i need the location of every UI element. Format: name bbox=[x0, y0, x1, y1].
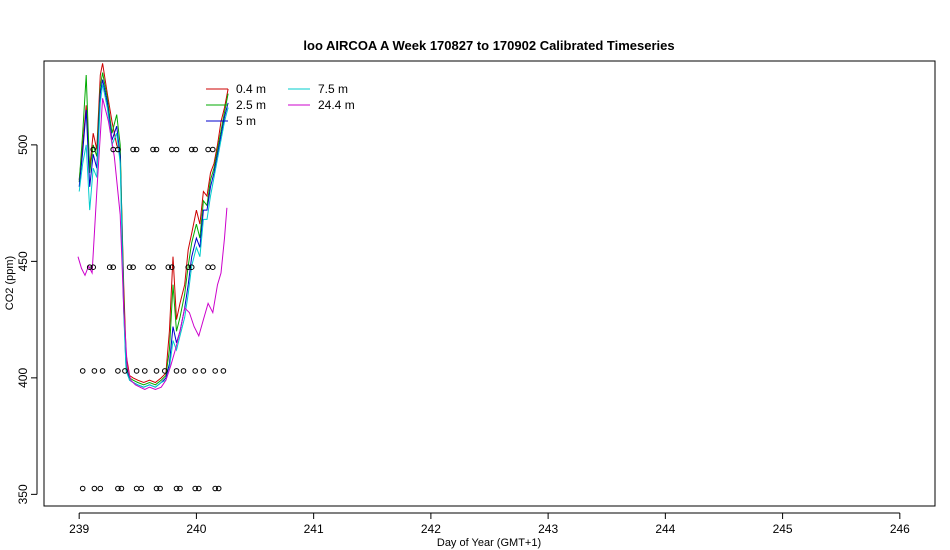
reference-point bbox=[91, 485, 98, 492]
reference-point bbox=[173, 485, 180, 492]
reference-point bbox=[145, 264, 152, 271]
legend: 0.4 m 2.5 m 5 m 7.5 m 24.4 m bbox=[206, 82, 355, 128]
reference-point bbox=[153, 146, 160, 153]
reference-point bbox=[90, 146, 96, 153]
reference-point bbox=[205, 146, 211, 153]
series-line-4 bbox=[77, 98, 228, 391]
reference-point bbox=[188, 264, 195, 271]
reference-point bbox=[130, 264, 136, 271]
x-tick-label: 245 bbox=[773, 522, 793, 536]
reference-point bbox=[142, 368, 148, 374]
reference-point bbox=[173, 146, 180, 153]
reference-point bbox=[122, 368, 128, 374]
reference-point bbox=[153, 368, 160, 374]
reference-point bbox=[212, 368, 218, 374]
reference-point bbox=[126, 264, 133, 271]
reference-point bbox=[91, 368, 98, 374]
reference-point bbox=[150, 264, 156, 271]
reference-point bbox=[196, 485, 202, 492]
reference-point bbox=[133, 368, 140, 374]
plot-area-frame bbox=[43, 60, 936, 507]
reference-point bbox=[173, 368, 180, 374]
reference-point bbox=[210, 264, 216, 271]
reference-point bbox=[115, 368, 121, 374]
reference-point bbox=[185, 264, 191, 271]
reference-point bbox=[177, 485, 183, 492]
series-line-0 bbox=[78, 63, 229, 384]
y-tick-label: 350 bbox=[16, 484, 30, 504]
reference-point bbox=[215, 485, 222, 492]
reference-point bbox=[79, 485, 86, 492]
y-axis: 350 400 450 500 bbox=[16, 135, 38, 504]
reference-point bbox=[165, 264, 172, 271]
reference-point bbox=[162, 368, 168, 374]
reference-point bbox=[115, 485, 121, 492]
legend-label: 7.5 m bbox=[318, 82, 348, 96]
reference-point bbox=[200, 368, 207, 374]
x-axis: 239 240 241 242 243 244 245 246 bbox=[69, 512, 910, 536]
reference-point bbox=[210, 146, 216, 153]
legend-label: 24.4 m bbox=[318, 98, 355, 112]
reference-point bbox=[220, 368, 227, 374]
reference-point bbox=[188, 146, 195, 153]
x-tick-label: 246 bbox=[890, 522, 910, 536]
legend-label: 2.5 m bbox=[236, 98, 266, 112]
legend-label: 0.4 m bbox=[236, 82, 266, 96]
reference-point bbox=[90, 264, 96, 271]
reference-point bbox=[110, 264, 116, 271]
x-tick-label: 239 bbox=[69, 522, 89, 536]
reference-point bbox=[153, 485, 160, 492]
reference-point bbox=[79, 368, 86, 374]
x-tick-label: 242 bbox=[421, 522, 441, 536]
reference-point bbox=[138, 485, 145, 492]
y-tick-label: 450 bbox=[16, 251, 30, 271]
reference-point bbox=[106, 264, 113, 271]
series-line-2 bbox=[78, 79, 229, 388]
reference-point bbox=[115, 146, 121, 153]
reference-points-layer bbox=[79, 146, 227, 492]
x-tick-label: 241 bbox=[304, 522, 324, 536]
y-axis-title: CO2 (ppm) bbox=[4, 256, 16, 310]
series-layer bbox=[77, 63, 229, 391]
x-tick-label: 244 bbox=[655, 522, 675, 536]
reference-point bbox=[133, 485, 140, 492]
x-tick-label: 243 bbox=[538, 522, 558, 536]
y-tick-label: 500 bbox=[16, 135, 30, 155]
reference-point bbox=[192, 146, 198, 153]
reference-point bbox=[86, 264, 93, 271]
x-axis-title: Day of Year (GMT+1) bbox=[437, 537, 541, 549]
reference-point bbox=[97, 485, 104, 492]
reference-point bbox=[205, 264, 211, 271]
y-tick-label: 400 bbox=[16, 368, 30, 388]
reference-point bbox=[150, 146, 156, 153]
reference-point bbox=[192, 485, 198, 492]
reference-point bbox=[133, 146, 140, 153]
reference-point bbox=[169, 146, 175, 153]
reference-point bbox=[130, 146, 136, 153]
series-line-3 bbox=[78, 84, 229, 388]
series-line-1 bbox=[78, 72, 229, 386]
legend-label: 5 m bbox=[236, 114, 256, 128]
reference-point bbox=[99, 368, 106, 374]
x-tick-label: 240 bbox=[186, 522, 206, 536]
reference-point bbox=[180, 368, 187, 374]
chart-title: loo AIRCOA A Week 170827 to 170902 Calib… bbox=[303, 38, 674, 53]
reference-point bbox=[212, 485, 218, 492]
reference-point bbox=[192, 368, 198, 374]
reference-point bbox=[118, 485, 125, 492]
reference-point bbox=[157, 485, 163, 492]
reference-point bbox=[169, 264, 175, 271]
